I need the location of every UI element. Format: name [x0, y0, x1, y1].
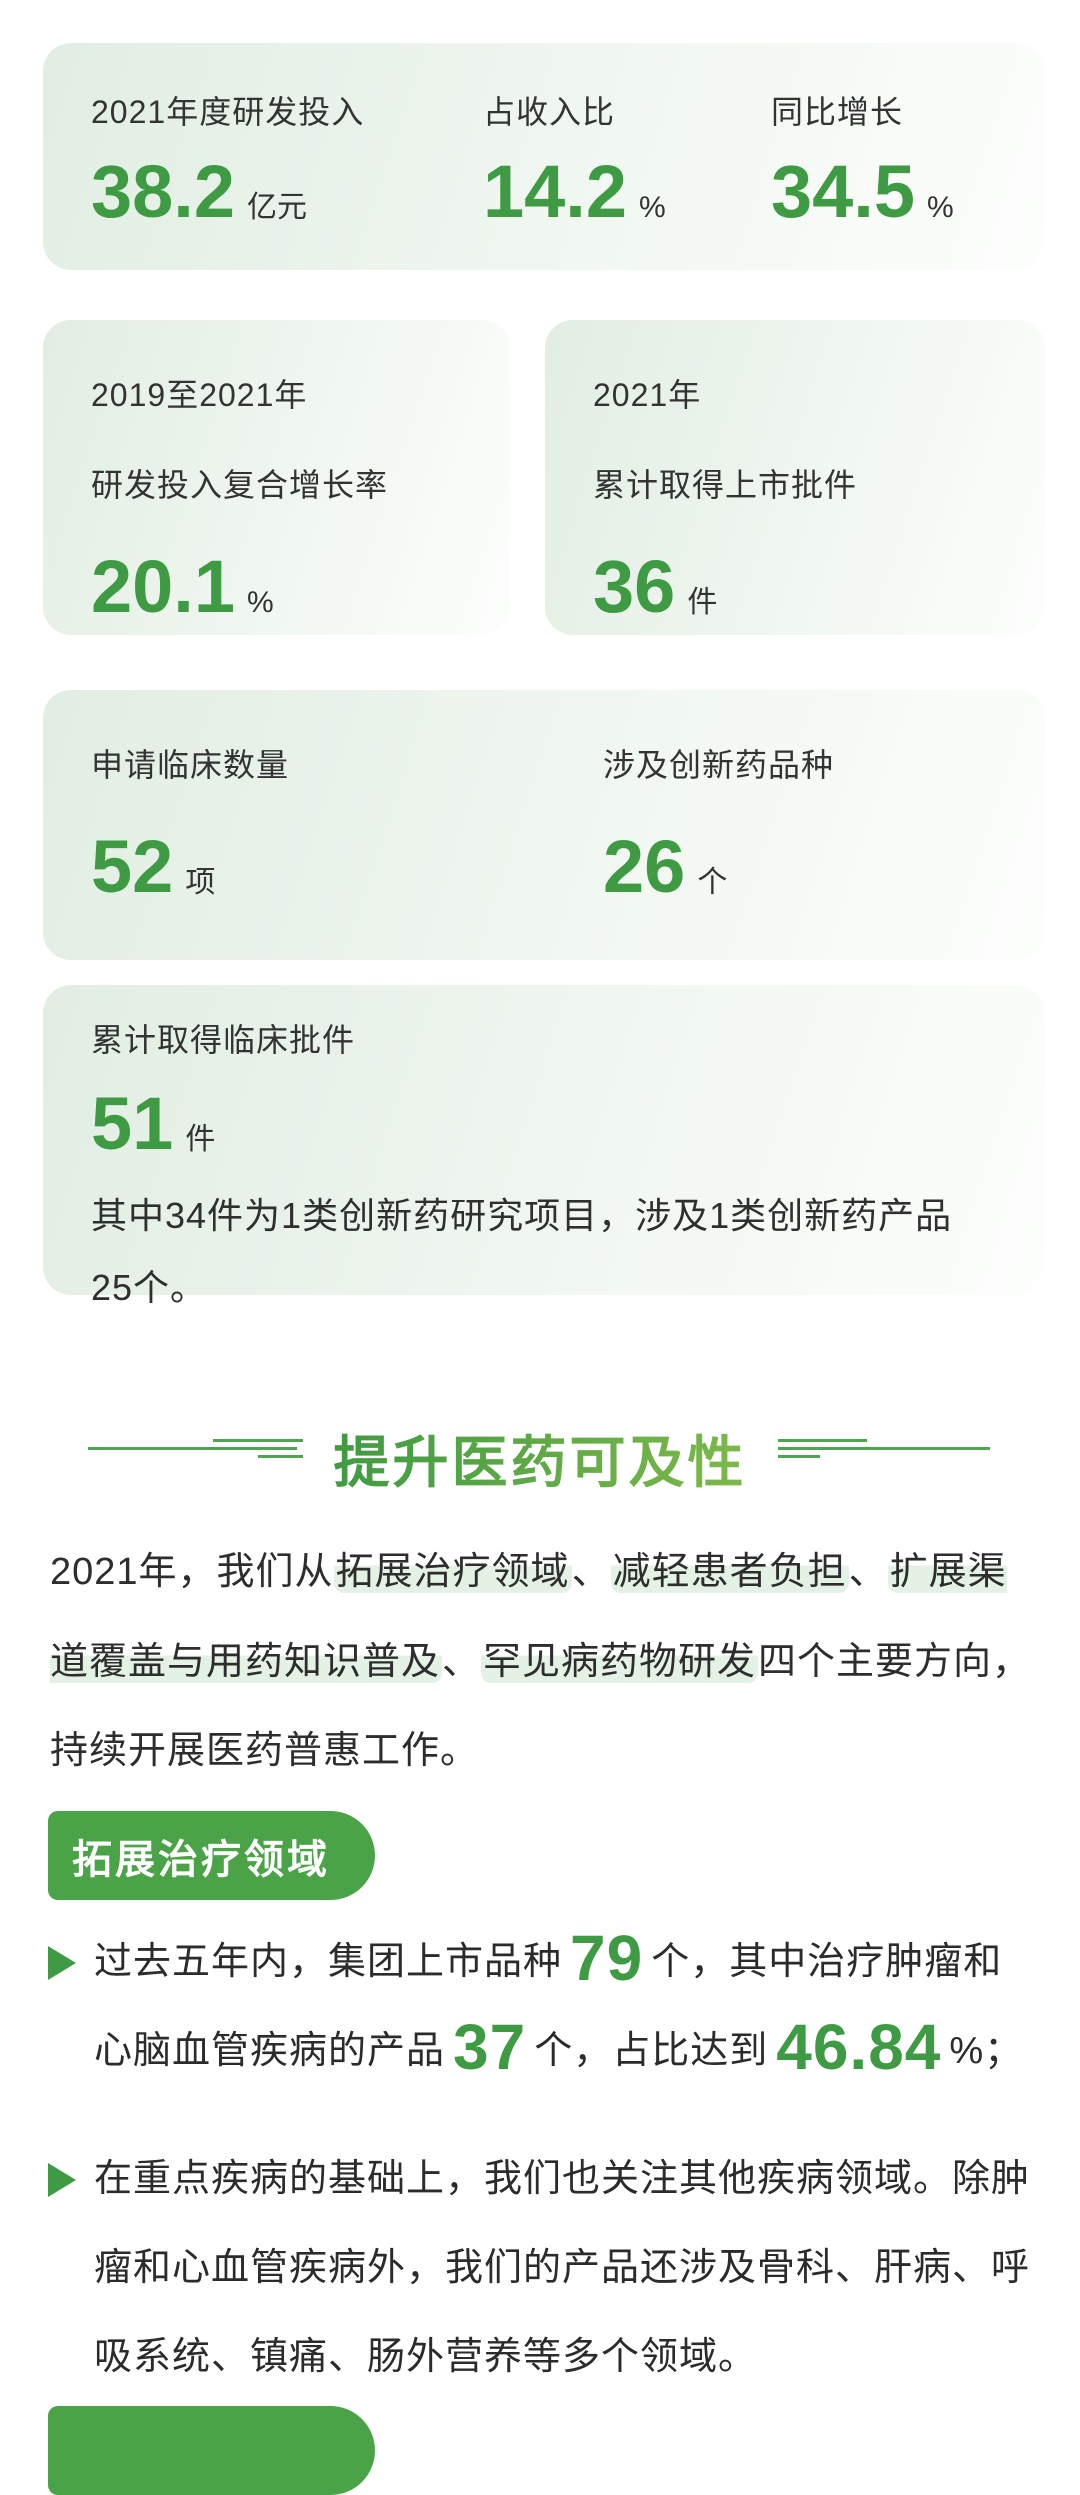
market-approvals-card: 2021年 累计取得上市批件 36 件	[545, 320, 1045, 635]
stat-label: 累计取得临床批件	[91, 1022, 356, 1058]
stat-yoy-growth: 同比增长 34.5%	[771, 87, 1041, 270]
topic-tag-partial	[48, 2406, 375, 2495]
inline-stat-number: 79	[570, 1922, 644, 1994]
text-segment: 个，其中治疗肿瘤和心脑血管疾病的产品	[94, 1941, 1003, 2073]
stat-label-line2: 研发投入复合增长率	[91, 467, 389, 503]
text-segment: 过去五年内，集团上市品种	[94, 1941, 563, 1983]
deco-line-right-upper	[778, 1439, 867, 1442]
bullet-item: 过去五年内，集团上市品种 79 个，其中治疗肿瘤和心脑血管疾病的产品 37 个，占比达到…	[48, 1918, 1040, 2097]
stat-value: 14.2	[483, 150, 628, 233]
text-segment: %；	[949, 2030, 1024, 2073]
clinical-stats-card: 申请临床数量 52 项 涉及创新药品种 26 个	[43, 690, 1045, 960]
stat-value: 52	[91, 825, 174, 908]
stat-unit: 件	[185, 1123, 216, 1156]
stat-value: 20.1	[91, 545, 236, 628]
stat-value: 51	[91, 1082, 174, 1165]
stat-unit: %	[927, 191, 954, 224]
rd-investment-card: 2021年度研发投入 38.2 亿元 占收入比 14.2% 同比增长 34.5%	[43, 43, 1045, 270]
topic-tag-expand-treatment: 拓展治疗领域	[48, 1811, 375, 1900]
stat-revenue-share: 占收入比 14.2%	[483, 87, 771, 270]
stat-value: 34.5	[771, 150, 916, 233]
stat-unit: %	[247, 586, 274, 619]
highlighted-phrase: 拓展治疗领域	[333, 1551, 572, 1593]
stat-label-line2: 累计取得上市批件	[593, 467, 858, 503]
clinical-approvals-card: 累计取得临床批件 51 件 其中34件为1类创新药研究项目，涉及1类创新药产品 2…	[43, 985, 1045, 1308]
stat-label: 2021年度研发投入	[91, 94, 365, 130]
stat-row-2: 2019至2021年 研发投入复合增长率 20.1% 2021年 累计取得上市批…	[43, 320, 1045, 635]
triangle-bullet-icon	[48, 1946, 76, 1980]
topic-tag-label: 拓展治疗领域	[72, 1837, 330, 1882]
text-segment: 个，占比达到	[534, 2030, 769, 2073]
text-segment: 、	[442, 1640, 482, 1683]
stat-rd-investment: 2021年度研发投入 38.2 亿元	[91, 87, 483, 270]
stat-clinical-applications: 申请临床数量 52 项	[91, 740, 603, 960]
stat-label: 同比增长	[771, 94, 904, 130]
text-segment: 在重点疾病的基础上，我们也关注其他疾病领域。除肿瘤和心血管疾病外，我们的产品还涉…	[94, 2157, 1031, 2379]
triangle-bullet-icon	[48, 2162, 76, 2197]
stat-label-line1: 2021年	[593, 377, 702, 413]
section-title: 提升医药可及性	[0, 1418, 1080, 1499]
inline-stat-number: 46.84	[776, 2011, 942, 2084]
stat-label: 涉及创新药品种	[603, 747, 835, 783]
bullet-item: 在重点疾病的基础上，我们也关注其他疾病领域。除肿瘤和心血管疾病外，我们的产品还涉…	[48, 2135, 1040, 2403]
intro-paragraph: 2021年，我们从拓展治疗领域、减轻患者负担、扩展渠道覆盖与用药知识普及、罕见病…	[50, 1528, 1042, 1797]
stat-value: 26	[603, 825, 686, 908]
stat-unit: 项	[185, 866, 216, 899]
stat-label: 占收入比	[483, 94, 616, 130]
stat-innovative-drugs: 涉及创新药品种 26 个	[603, 740, 1045, 960]
deco-line-left-long	[88, 1447, 297, 1450]
highlighted-phrase: 减轻患者负担	[610, 1551, 849, 1593]
inline-stat-number: 37	[453, 2011, 527, 2084]
bullet-text: 在重点疾病的基础上，我们也关注其他疾病领域。除肿瘤和心血管疾病外，我们的产品还涉…	[94, 2158, 1030, 2379]
stat-label-line1: 2019至2021年	[91, 377, 308, 413]
bullet-text: 过去五年内，集团上市品种 79 个，其中治疗肿瘤和心脑血管疾病的产品 37 个，占比达到…	[94, 1926, 1024, 2079]
deco-line-right-lower	[778, 1455, 820, 1458]
stat-value: 38.2	[91, 150, 236, 233]
text-segment: 2021年，我们从	[50, 1551, 334, 1593]
highlighted-phrase: 罕见病药物研发	[481, 1640, 759, 1683]
text-segment: 、	[571, 1551, 611, 1593]
deco-line-right-long	[778, 1447, 990, 1450]
bullet-list: 过去五年内，集团上市品种 79 个，其中治疗肿瘤和心脑血管疾病的产品 37 个，占比达到…	[48, 1918, 1040, 2402]
deco-line-left-upper	[213, 1439, 303, 1442]
stat-label: 申请临床数量	[91, 747, 290, 783]
stat-value: 36	[593, 545, 676, 628]
stat-unit: 件	[687, 586, 718, 619]
text-segment: 四个主要方向，持续开展医药普惠工作。	[50, 1640, 1032, 1773]
stat-unit: 个	[697, 866, 728, 899]
stat-note: 其中34件为1类创新药研究项目，涉及1类创新药产品 25个。	[91, 1195, 953, 1308]
stat-unit: %	[639, 191, 666, 224]
text-segment: 、	[848, 1551, 888, 1593]
cagr-card: 2019至2021年 研发投入复合增长率 20.1%	[43, 320, 510, 635]
deco-line-left-lower	[258, 1455, 303, 1458]
stat-unit: 亿元	[247, 191, 308, 224]
